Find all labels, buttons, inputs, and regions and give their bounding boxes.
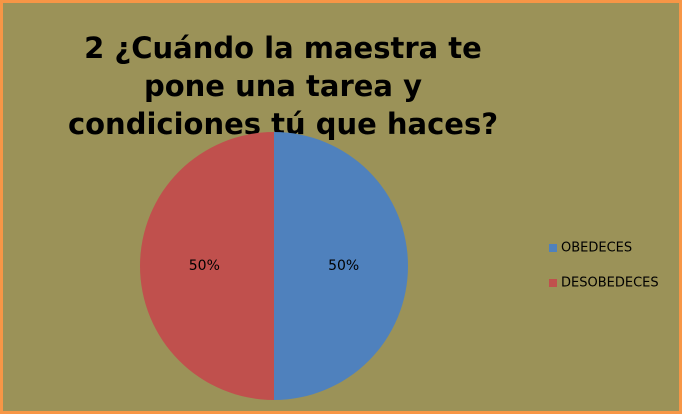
legend-label: OBEDECES — [561, 241, 632, 256]
chart: 50% 50% OBEDECES DESOBEDECES — [140, 132, 659, 400]
legend-label: DESOBEDECES — [561, 276, 659, 291]
legend-swatch — [549, 244, 557, 252]
legend-swatch — [549, 279, 557, 287]
pie-slice — [140, 132, 274, 400]
chart-title: 2 ¿Cuándo la maestra te pone una tarea y… — [67, 31, 499, 141]
data-label: 50% — [189, 258, 220, 274]
pie-slice — [274, 132, 408, 400]
data-label: 50% — [328, 258, 359, 274]
